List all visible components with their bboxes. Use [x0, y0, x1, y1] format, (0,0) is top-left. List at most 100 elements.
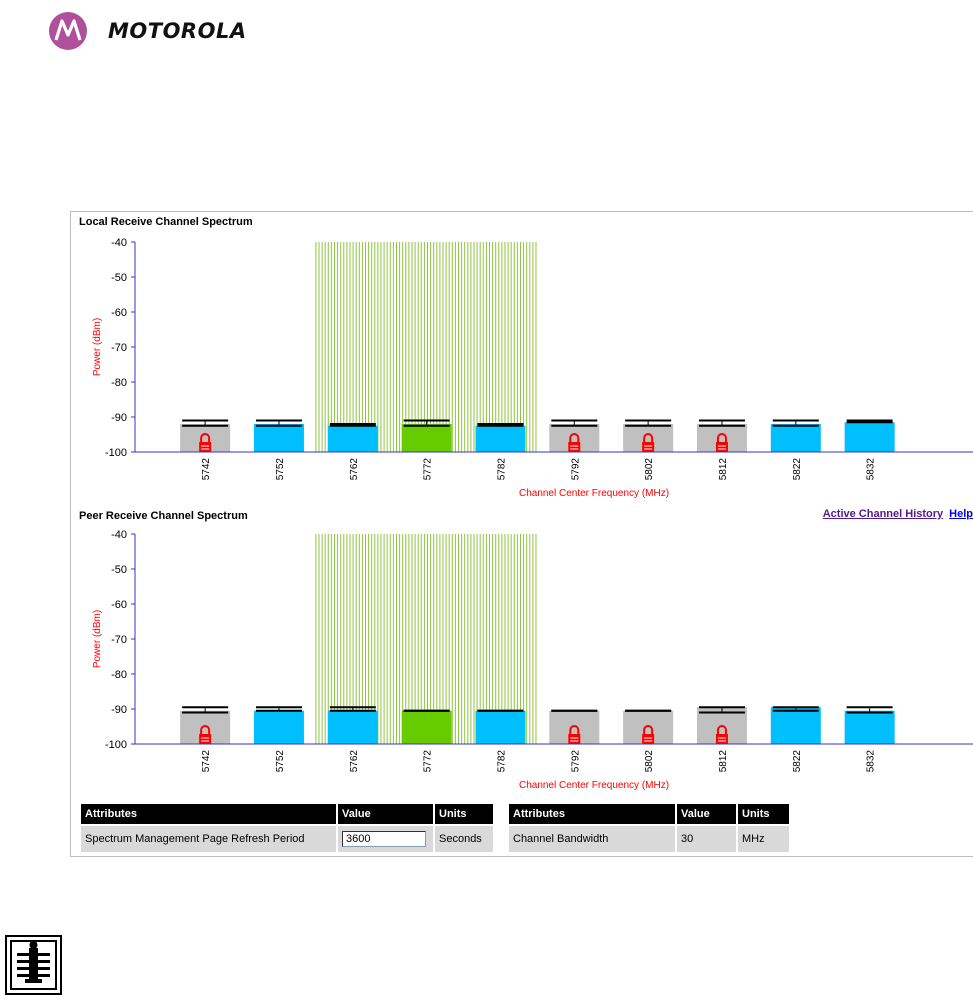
y-axis-label: Power (dBm)	[92, 318, 103, 376]
channel-bar	[253, 710, 304, 744]
bandwidth-attributes-table: Attributes Value Units Channel Bandwidth…	[507, 802, 791, 854]
y-tick-label: -40	[111, 237, 127, 249]
y-axis-label: Power (dBm)	[92, 610, 103, 668]
interference-band	[315, 242, 537, 452]
lock-icon	[715, 433, 728, 452]
x-tick-label: 5812	[718, 458, 729, 481]
channel-bar	[253, 424, 304, 452]
lock-icon	[568, 433, 581, 452]
chart-links: Active Channel History Help	[823, 508, 973, 520]
x-tick-label: 5812	[718, 750, 729, 773]
attributes-header: Attributes	[81, 804, 336, 824]
spectrum-panel: Local Receive Channel Spectrum 5742 5752 5…	[70, 211, 973, 857]
channel-bar	[770, 707, 821, 744]
info-icon	[5, 935, 62, 995]
x-tick-label: 5742	[201, 750, 212, 773]
table-row: Spectrum Management Page Refresh Period …	[81, 826, 493, 852]
lock-icon	[642, 433, 655, 452]
help-link[interactable]: Help	[949, 508, 973, 520]
lock-body	[715, 442, 728, 452]
y-tick-label: -90	[111, 412, 127, 424]
lock-body	[715, 734, 728, 744]
lock-shackle	[643, 725, 654, 734]
x-tick-label: 5762	[349, 458, 360, 481]
table-header-row: Attributes Value Units	[509, 804, 789, 824]
brand-logo: MOTOROLA	[48, 11, 247, 51]
lock-body	[642, 442, 655, 452]
units-header: Units	[738, 804, 789, 824]
peer-spectrum-svg: 5742 5752 5762 5772 5782 5792 5802 5812 5822 5832…	[92, 529, 973, 791]
lock-shackle	[716, 433, 727, 442]
x-tick-label: 5832	[866, 750, 877, 773]
refresh-period-units: Seconds	[435, 826, 493, 852]
lock-shackle	[200, 433, 211, 442]
x-tick-label: 5832	[866, 458, 877, 481]
lock-shackle	[569, 725, 580, 734]
refresh-attributes-table: Attributes Value Units Spectrum Manageme…	[79, 802, 495, 854]
channel-bandwidth-value: 30	[677, 826, 736, 852]
x-axis-label: Channel Center Frequency (MHz)	[519, 780, 669, 791]
x-tick-label: 5762	[349, 750, 360, 773]
y-tick-label: -80	[111, 377, 127, 389]
y-tick-label: -50	[111, 272, 127, 284]
interference-band	[315, 534, 537, 744]
brand-name: MOTOROLA	[108, 19, 247, 43]
channel-bar	[401, 710, 452, 744]
y-tick-label: -90	[111, 704, 127, 716]
channel-bar	[770, 424, 821, 452]
value-header: Value	[338, 804, 433, 824]
x-tick-label: 5822	[792, 458, 803, 481]
lock-shackle	[200, 725, 211, 734]
local-chart-title: Local Receive Channel Spectrum	[79, 216, 253, 228]
x-tick-label: 5742	[201, 458, 212, 481]
channel-bar	[844, 710, 895, 744]
peer-chart-title: Peer Receive Channel Spectrum	[79, 510, 248, 522]
x-axis-label: Channel Center Frequency (MHz)	[519, 488, 669, 499]
x-tick-label: 5772	[423, 458, 434, 481]
motorola-logo-icon	[49, 12, 87, 50]
y-tick-label: -60	[111, 599, 127, 611]
peer-spectrum-chart: 5742 5752 5762 5772 5782 5792 5802 5812 5822 5832…	[71, 522, 973, 794]
y-tick-label: -80	[111, 669, 127, 681]
y-tick-label: -60	[111, 307, 127, 319]
lock-icon	[642, 725, 655, 744]
x-tick-label: 5772	[423, 750, 434, 773]
channel-bar	[327, 710, 378, 744]
lock-icon	[199, 725, 212, 744]
lock-shackle	[643, 433, 654, 442]
lock-shackle	[716, 725, 727, 734]
active-channel-history-link[interactable]: Active Channel History	[822, 508, 944, 520]
refresh-period-cell	[338, 826, 433, 852]
channel-bar	[327, 425, 378, 452]
channel-bar	[475, 710, 526, 744]
x-tick-label: 5792	[570, 750, 581, 773]
channel-bandwidth-units: MHz	[738, 826, 789, 852]
y-tick-label: -70	[111, 634, 127, 646]
x-tick-label: 5822	[792, 750, 803, 773]
y-tick-label: -100	[105, 739, 127, 751]
y-tick-label: -40	[111, 529, 127, 541]
channel-bar	[844, 422, 895, 452]
x-tick-label: 5782	[496, 750, 507, 773]
local-spectrum-svg: 5742 5752 5762 5772 5782 5792 5802 5812 5822 5832…	[92, 237, 973, 499]
y-tick-label: -50	[111, 564, 127, 576]
x-tick-label: 5752	[275, 750, 286, 773]
refresh-period-input[interactable]	[342, 831, 426, 847]
y-tick-label: -100	[105, 447, 127, 459]
lock-body	[568, 442, 581, 452]
lock-body	[199, 734, 212, 744]
x-tick-label: 5752	[275, 458, 286, 481]
channel-bar	[401, 424, 452, 452]
lock-icon	[568, 725, 581, 744]
lock-body	[642, 734, 655, 744]
lock-body	[199, 442, 212, 452]
x-tick-label: 5782	[496, 458, 507, 481]
units-header: Units	[435, 804, 493, 824]
attributes-header: Attributes	[509, 804, 675, 824]
lock-body	[568, 734, 581, 744]
x-tick-label: 5802	[644, 458, 655, 481]
lock-icon	[715, 725, 728, 744]
lock-icon	[199, 433, 212, 452]
value-header: Value	[677, 804, 736, 824]
refresh-period-label: Spectrum Management Page Refresh Period	[81, 826, 336, 852]
